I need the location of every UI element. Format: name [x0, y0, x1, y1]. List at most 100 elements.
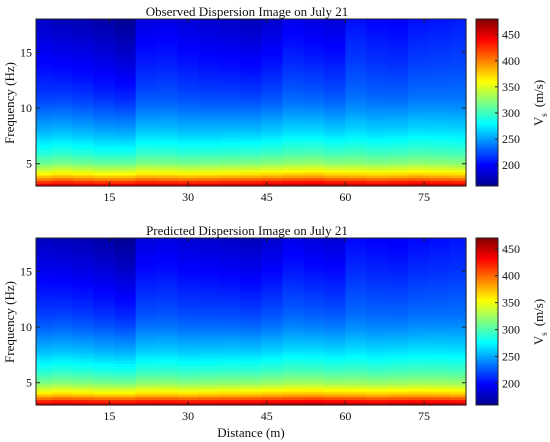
predicted-heatmap-cell — [93, 274, 116, 278]
predicted-heatmap-cell — [261, 332, 284, 337]
predicted-heatmap-cell — [198, 274, 221, 278]
observed-heatmap-cell — [51, 158, 74, 162]
predicted-heatmap-cell — [240, 276, 263, 281]
observed-heatmap-cell — [282, 91, 305, 95]
predicted-heatmap-cell — [324, 366, 346, 370]
observed-heatmap-cell — [240, 138, 263, 143]
observed-heatmap-cell — [156, 71, 179, 76]
observed-heatmap-cell — [135, 166, 158, 170]
observed-heatmap-cell — [177, 94, 200, 98]
observed-heatmap-cell — [261, 91, 284, 95]
predicted-heatmap-cell — [156, 340, 179, 345]
predicted-heatmap-cell — [303, 338, 326, 342]
predicted-heatmap-cell — [387, 332, 409, 337]
predicted-heatmap-cell — [72, 276, 95, 281]
observed-heatmap-cell — [408, 135, 430, 140]
observed-heatmap-cell — [36, 163, 53, 168]
observed-heatmap-cell — [303, 41, 326, 45]
observed-heatmap-cell — [429, 55, 451, 59]
observed-heatmap-cell — [450, 147, 467, 151]
observed-heatmap-cell — [93, 138, 116, 143]
observed-heatmap-cell — [366, 19, 388, 23]
observed-heatmap-cell — [387, 160, 409, 165]
observed-heatmap-cell — [387, 77, 409, 81]
observed-heatmap-cell — [324, 110, 346, 115]
observed-heatmap-cell — [345, 105, 367, 109]
observed-heatmap-cell — [156, 94, 179, 98]
observed-heatmap-cell — [408, 63, 430, 67]
observed-heatmap-cell — [51, 41, 74, 45]
observed-heatmap-cell — [282, 96, 305, 101]
observed-heatmap-cell — [51, 174, 74, 179]
observed-heatmap-cell — [345, 74, 367, 79]
predicted-heatmap-cell — [156, 254, 179, 259]
predicted-heatmap-cell — [366, 260, 388, 264]
predicted-heatmap-cell — [72, 366, 95, 370]
predicted-heatmap-cell — [429, 385, 451, 389]
predicted-heatmap-cell — [114, 271, 137, 275]
predicted-heatmap-cell — [36, 315, 53, 320]
predicted-heatmap-cell — [72, 279, 95, 284]
predicted-heatmap-cell — [261, 304, 284, 309]
predicted-heatmap-cell — [303, 371, 326, 375]
predicted-heatmap-cell — [36, 318, 53, 323]
predicted-heatmap-cell — [282, 279, 305, 284]
observed-heatmap-cell — [324, 27, 346, 31]
predicted-heatmap-cell — [429, 402, 451, 406]
observed-heatmap-cell — [114, 74, 137, 79]
predicted-heatmap-cell — [324, 246, 346, 250]
observed-heatmap-cell — [177, 108, 200, 112]
predicted-heatmap-cell — [303, 271, 326, 275]
predicted-heatmap-cell — [114, 282, 137, 286]
predicted-heatmap-cell — [177, 324, 200, 328]
observed-heatmap-cell — [303, 147, 326, 151]
observed-heatmap-cell — [240, 46, 263, 51]
observed-heatmap-cell — [177, 113, 200, 118]
predicted-heatmap-cell — [324, 288, 346, 292]
observed-heatmap-cell — [345, 174, 367, 179]
observed-heatmap-cell — [72, 96, 95, 101]
observed-heatmap-cell — [324, 108, 346, 112]
predicted-heatmap-cell — [429, 346, 451, 350]
observed-heatmap-cell — [219, 130, 242, 134]
predicted-heatmap-cell — [324, 251, 346, 256]
predicted-heatmap-cell — [450, 391, 467, 395]
observed-heatmap-cell — [114, 96, 137, 101]
observed-heatmap-cell — [450, 80, 467, 84]
observed-heatmap-cell — [135, 152, 158, 156]
observed-heatmap-cell — [135, 24, 158, 28]
predicted-heatmap-cell — [408, 274, 430, 278]
predicted-heatmap-cell — [324, 327, 346, 331]
predicted-heatmap-cell — [345, 257, 367, 261]
predicted-heatmap-cell — [240, 302, 263, 306]
observed-heatmap-cell — [261, 113, 284, 118]
predicted-heatmap-cell — [135, 343, 158, 348]
predicted-heatmap-cell — [366, 290, 388, 295]
observed-heatmap-cell — [282, 24, 305, 28]
predicted-heatmap-cell — [366, 238, 388, 242]
predicted-heatmap-cell — [93, 299, 116, 303]
predicted-heatmap-cell — [177, 388, 200, 392]
observed-heatmap-cell — [156, 158, 179, 162]
predicted-heatmap-cell — [156, 346, 179, 350]
predicted-heatmap-cell — [450, 346, 467, 350]
observed-heatmap-cell — [219, 180, 242, 184]
predicted-heatmap-cell — [450, 238, 467, 242]
observed-heatmap-cell — [135, 55, 158, 59]
predicted-heatmap-cell — [36, 238, 53, 242]
predicted-heatmap-cell — [429, 249, 451, 253]
predicted-heatmap-cell — [450, 315, 467, 320]
predicted-heatmap-cell — [135, 318, 158, 323]
observed-heatmap-cell — [366, 141, 388, 145]
observed-heatmap-cell — [240, 116, 263, 120]
observed-heatmap-cell — [429, 52, 451, 56]
observed-heatmap-cell — [93, 141, 116, 145]
predicted-heatmap-cell — [156, 243, 179, 247]
predicted-heatmap-cell — [93, 318, 116, 323]
observed-heatmap-cell — [450, 152, 467, 156]
predicted-heatmap-cell — [36, 327, 53, 331]
observed-heatmap-cell — [156, 57, 179, 62]
observed-heatmap-cell — [345, 55, 367, 59]
predicted-heatmap-cell — [198, 368, 221, 373]
observed-heatmap-cell — [114, 138, 137, 143]
